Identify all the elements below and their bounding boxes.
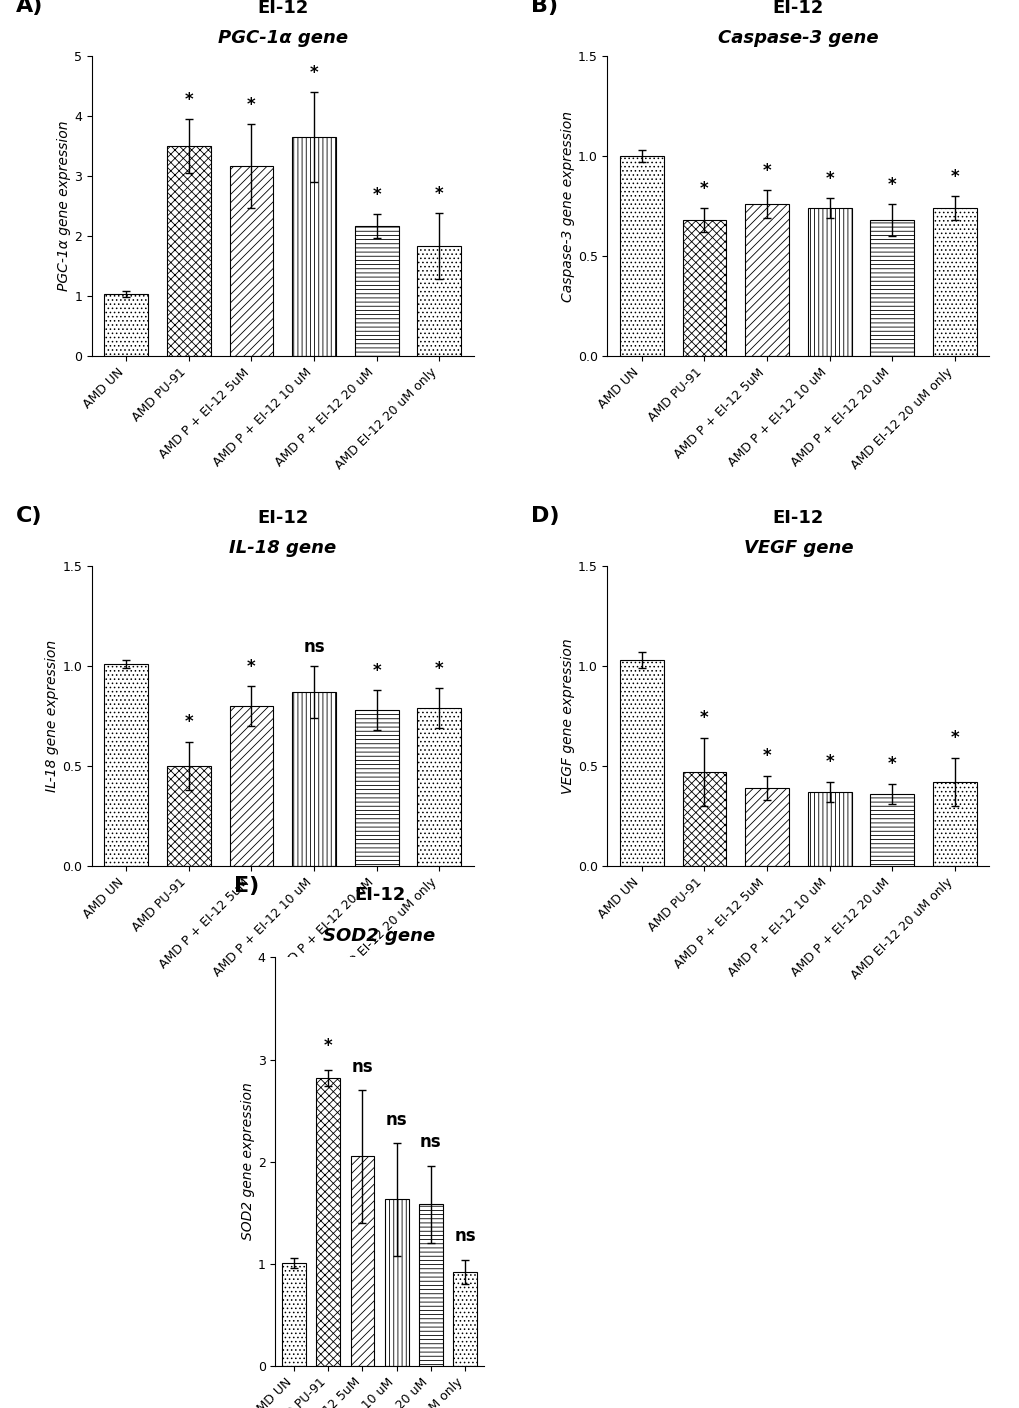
Text: *: * [699, 180, 708, 197]
Text: *: * [247, 96, 256, 114]
Bar [807, 208, 851, 356]
Y-axis label: IL-18 gene expression: IL-18 gene expression [45, 639, 59, 793]
Text: ns: ns [385, 1111, 407, 1129]
Y-axis label: Caspase-3 gene expression: Caspase-3 gene expression [560, 111, 575, 301]
Text: ns: ns [303, 638, 325, 656]
Text: *: * [762, 748, 770, 766]
Bar [452, 1271, 477, 1366]
Text: C): C) [15, 505, 42, 527]
Text: EI-12: EI-12 [772, 510, 823, 527]
Bar [167, 766, 211, 866]
Text: EI-12: EI-12 [354, 887, 405, 904]
Bar [932, 781, 976, 866]
Y-axis label: VEGF gene expression: VEGF gene expression [560, 638, 575, 794]
Text: *: * [950, 729, 958, 748]
Bar [229, 705, 273, 866]
Bar [807, 791, 851, 866]
Bar [351, 1156, 374, 1366]
Bar [104, 665, 148, 866]
Text: *: * [247, 658, 256, 676]
Bar [682, 772, 726, 866]
Text: *: * [434, 184, 443, 203]
Y-axis label: SOD2 gene expression: SOD2 gene expression [240, 1083, 255, 1240]
Text: ns: ns [453, 1228, 475, 1245]
Text: *: * [699, 710, 708, 728]
Text: *: * [324, 1038, 332, 1056]
Bar [104, 294, 148, 356]
Bar [384, 1200, 409, 1366]
Text: EI-12: EI-12 [772, 0, 823, 17]
Bar [682, 220, 726, 356]
Text: B): B) [531, 0, 557, 17]
Y-axis label: PGC-1α gene expression: PGC-1α gene expression [57, 121, 71, 291]
Text: *: * [824, 170, 834, 187]
Bar [355, 710, 398, 866]
Text: Caspase-3 gene: Caspase-3 gene [717, 30, 878, 48]
Text: ns: ns [420, 1133, 441, 1152]
Bar [316, 1079, 340, 1366]
Text: *: * [762, 162, 770, 180]
Text: *: * [310, 63, 318, 82]
Bar [745, 204, 789, 356]
Text: PGC-1α gene: PGC-1α gene [217, 30, 347, 48]
Bar [282, 1263, 306, 1366]
Bar [417, 708, 461, 866]
Bar [291, 691, 335, 866]
Bar [745, 788, 789, 866]
Bar [355, 227, 398, 356]
Bar [620, 156, 663, 356]
Text: *: * [184, 714, 193, 732]
Text: *: * [950, 168, 958, 186]
Text: ns: ns [352, 1057, 373, 1076]
Text: *: * [824, 753, 834, 772]
Text: *: * [184, 90, 193, 108]
Bar [419, 1204, 442, 1366]
Bar [869, 220, 913, 356]
Text: EI-12: EI-12 [257, 0, 308, 17]
Bar [869, 794, 913, 866]
Text: SOD2 gene: SOD2 gene [323, 928, 435, 945]
Bar [229, 166, 273, 356]
Bar [167, 146, 211, 356]
Bar [291, 138, 335, 356]
Text: *: * [372, 662, 381, 680]
Text: *: * [888, 756, 896, 773]
Text: *: * [372, 186, 381, 204]
Text: D): D) [531, 505, 559, 527]
Text: EI-12: EI-12 [257, 510, 308, 527]
Text: VEGF gene: VEGF gene [743, 539, 853, 558]
Text: IL-18 gene: IL-18 gene [229, 539, 336, 558]
Text: *: * [888, 176, 896, 194]
Bar [620, 660, 663, 866]
Text: E): E) [233, 876, 259, 895]
Text: *: * [434, 659, 443, 677]
Bar [417, 246, 461, 356]
Text: A): A) [15, 0, 43, 17]
Bar [932, 208, 976, 356]
